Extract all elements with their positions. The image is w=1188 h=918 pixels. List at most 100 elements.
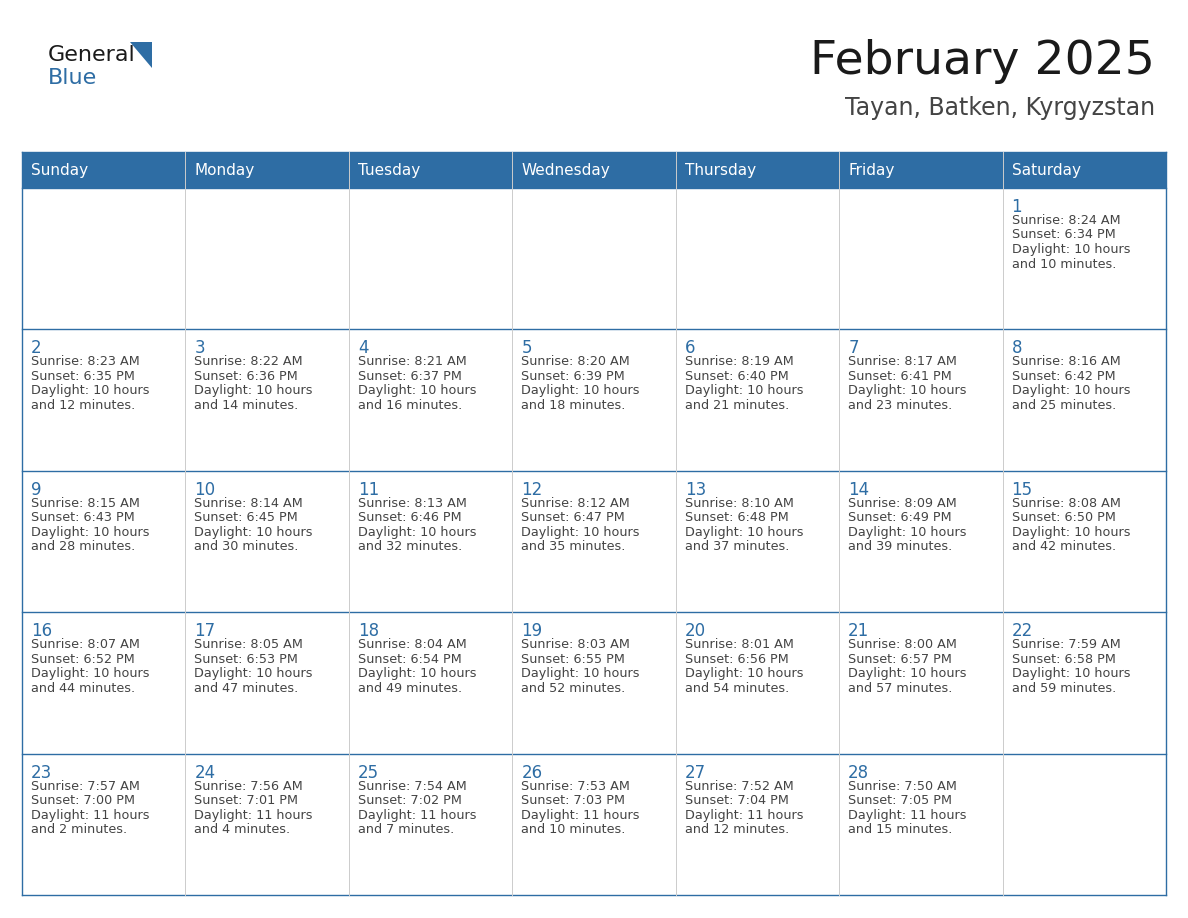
Text: 23: 23 [31, 764, 52, 781]
Text: Sunset: 6:40 PM: Sunset: 6:40 PM [684, 370, 789, 383]
Bar [839, 471, 1003, 612]
Text: Daylight: 10 hours: Daylight: 10 hours [195, 385, 312, 397]
Text: Daylight: 10 hours: Daylight: 10 hours [31, 526, 150, 539]
Text: Sunrise: 8:10 AM: Sunrise: 8:10 AM [684, 497, 794, 509]
Bar [349, 330, 512, 471]
Bar [185, 188, 349, 330]
Text: Daylight: 10 hours: Daylight: 10 hours [1011, 385, 1130, 397]
Text: Daylight: 11 hours: Daylight: 11 hours [848, 809, 967, 822]
Text: Daylight: 10 hours: Daylight: 10 hours [358, 667, 476, 680]
Text: Daylight: 10 hours: Daylight: 10 hours [684, 526, 803, 539]
Text: 19: 19 [522, 622, 543, 640]
Bar [185, 152, 349, 188]
Bar [676, 188, 839, 330]
Text: and 14 minutes.: and 14 minutes. [195, 399, 298, 412]
Bar [23, 330, 185, 471]
Text: Sunrise: 8:09 AM: Sunrise: 8:09 AM [848, 497, 956, 509]
Text: Sunrise: 8:23 AM: Sunrise: 8:23 AM [31, 355, 140, 368]
Text: and 42 minutes.: and 42 minutes. [1011, 541, 1116, 554]
Text: Daylight: 10 hours: Daylight: 10 hours [684, 385, 803, 397]
Text: Sunrise: 7:50 AM: Sunrise: 7:50 AM [848, 779, 958, 792]
Bar [512, 612, 676, 754]
Text: 21: 21 [848, 622, 870, 640]
Bar [349, 471, 512, 612]
Bar [676, 330, 839, 471]
Text: Sunday: Sunday [31, 162, 88, 177]
Text: and 28 minutes.: and 28 minutes. [31, 541, 135, 554]
Text: 25: 25 [358, 764, 379, 781]
Bar [512, 152, 676, 188]
Text: and 44 minutes.: and 44 minutes. [31, 682, 135, 695]
Text: Sunrise: 8:04 AM: Sunrise: 8:04 AM [358, 638, 467, 651]
Bar [349, 188, 512, 330]
Bar [676, 612, 839, 754]
Text: Sunset: 6:46 PM: Sunset: 6:46 PM [358, 511, 461, 524]
Text: and 16 minutes.: and 16 minutes. [358, 399, 462, 412]
Text: 10: 10 [195, 481, 215, 498]
Text: Sunset: 6:47 PM: Sunset: 6:47 PM [522, 511, 625, 524]
Text: 2: 2 [31, 340, 42, 357]
Text: Daylight: 11 hours: Daylight: 11 hours [358, 809, 476, 822]
Text: 14: 14 [848, 481, 870, 498]
Text: and 37 minutes.: and 37 minutes. [684, 541, 789, 554]
Bar [839, 330, 1003, 471]
Text: Daylight: 10 hours: Daylight: 10 hours [31, 667, 150, 680]
Text: Sunrise: 7:57 AM: Sunrise: 7:57 AM [31, 779, 140, 792]
Text: Daylight: 10 hours: Daylight: 10 hours [522, 385, 640, 397]
Text: 22: 22 [1011, 622, 1032, 640]
Text: 24: 24 [195, 764, 215, 781]
Text: Sunrise: 8:01 AM: Sunrise: 8:01 AM [684, 638, 794, 651]
Text: Sunset: 6:58 PM: Sunset: 6:58 PM [1011, 653, 1116, 666]
Bar [512, 754, 676, 895]
Text: Sunrise: 8:03 AM: Sunrise: 8:03 AM [522, 638, 630, 651]
Text: 17: 17 [195, 622, 215, 640]
Text: 9: 9 [31, 481, 42, 498]
Bar [349, 612, 512, 754]
Text: Sunset: 6:37 PM: Sunset: 6:37 PM [358, 370, 462, 383]
Bar [839, 754, 1003, 895]
Text: and 30 minutes.: and 30 minutes. [195, 541, 299, 554]
Text: 6: 6 [684, 340, 695, 357]
Text: Monday: Monday [195, 162, 254, 177]
Text: Daylight: 10 hours: Daylight: 10 hours [1011, 243, 1130, 256]
Text: Sunset: 6:43 PM: Sunset: 6:43 PM [31, 511, 134, 524]
Text: 4: 4 [358, 340, 368, 357]
Bar [23, 471, 185, 612]
Text: Daylight: 10 hours: Daylight: 10 hours [358, 526, 476, 539]
Text: 1: 1 [1011, 198, 1022, 216]
Text: Sunset: 6:36 PM: Sunset: 6:36 PM [195, 370, 298, 383]
Text: Sunset: 6:53 PM: Sunset: 6:53 PM [195, 653, 298, 666]
Text: Daylight: 10 hours: Daylight: 10 hours [195, 526, 312, 539]
Text: Tuesday: Tuesday [358, 162, 421, 177]
Text: Sunrise: 8:20 AM: Sunrise: 8:20 AM [522, 355, 630, 368]
Text: and 52 minutes.: and 52 minutes. [522, 682, 626, 695]
Text: and 54 minutes.: and 54 minutes. [684, 682, 789, 695]
Text: Sunrise: 8:07 AM: Sunrise: 8:07 AM [31, 638, 140, 651]
Text: Sunrise: 8:16 AM: Sunrise: 8:16 AM [1011, 355, 1120, 368]
Bar [676, 754, 839, 895]
Text: 18: 18 [358, 622, 379, 640]
Text: Tayan, Batken, Kyrgyzstan: Tayan, Batken, Kyrgyzstan [845, 96, 1155, 120]
Text: 28: 28 [848, 764, 870, 781]
Text: and 59 minutes.: and 59 minutes. [1011, 682, 1116, 695]
Text: Sunset: 6:48 PM: Sunset: 6:48 PM [684, 511, 789, 524]
Text: Friday: Friday [848, 162, 895, 177]
Text: 3: 3 [195, 340, 206, 357]
Bar [839, 188, 1003, 330]
Text: 26: 26 [522, 764, 543, 781]
Text: Daylight: 10 hours: Daylight: 10 hours [848, 526, 967, 539]
Text: Sunset: 6:45 PM: Sunset: 6:45 PM [195, 511, 298, 524]
Bar [1003, 754, 1165, 895]
Text: Sunset: 6:55 PM: Sunset: 6:55 PM [522, 653, 625, 666]
Polygon shape [129, 42, 152, 68]
Text: Sunrise: 8:21 AM: Sunrise: 8:21 AM [358, 355, 467, 368]
Bar [1003, 188, 1165, 330]
Text: Sunrise: 7:52 AM: Sunrise: 7:52 AM [684, 779, 794, 792]
Bar [1003, 471, 1165, 612]
Text: 16: 16 [31, 622, 52, 640]
Text: Sunrise: 8:08 AM: Sunrise: 8:08 AM [1011, 497, 1120, 509]
Text: 7: 7 [848, 340, 859, 357]
Text: Daylight: 10 hours: Daylight: 10 hours [522, 667, 640, 680]
Text: Sunset: 7:02 PM: Sunset: 7:02 PM [358, 794, 462, 807]
Text: Sunset: 6:52 PM: Sunset: 6:52 PM [31, 653, 134, 666]
